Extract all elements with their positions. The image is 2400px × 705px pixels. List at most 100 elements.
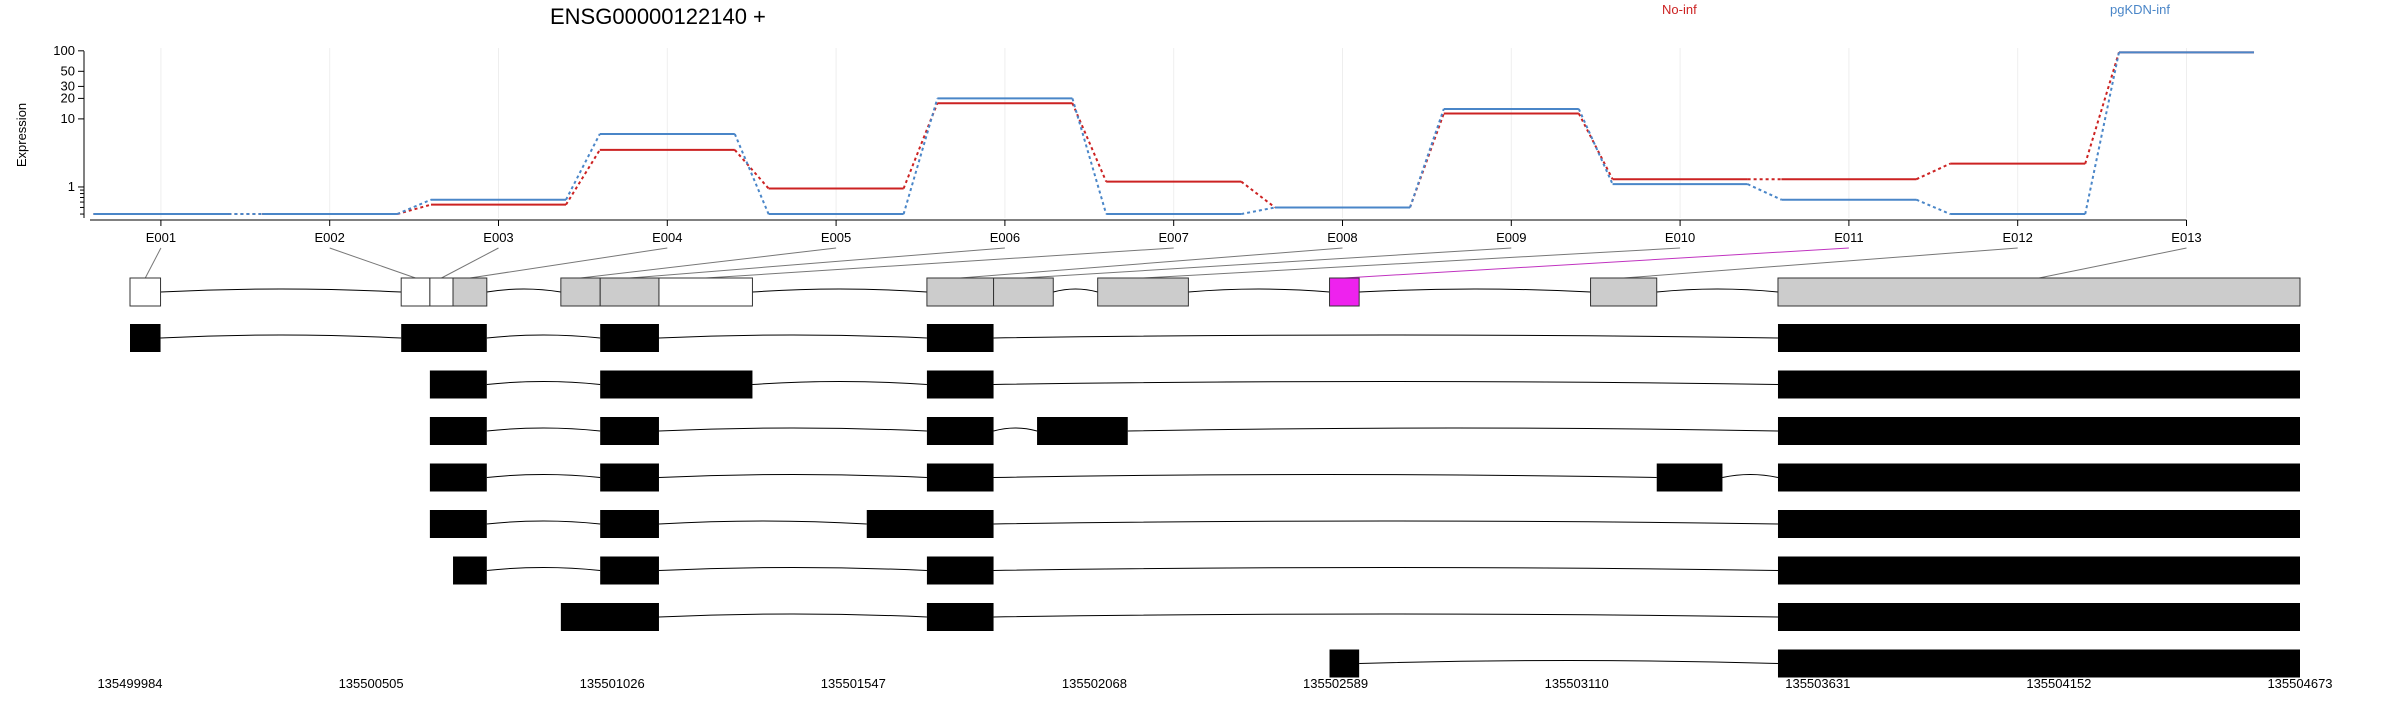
intron-line <box>1188 288 1330 293</box>
x-tick-label-e013: E013 <box>2171 230 2201 245</box>
intron-line <box>1359 288 1591 293</box>
exon-box-e013 <box>1777 277 2301 307</box>
connector <box>1071 102 1108 182</box>
connector <box>396 198 432 215</box>
connector <box>1915 162 1951 181</box>
legend-label-pgkdn-inf: pgKDN-inf <box>2110 2 2170 17</box>
connector <box>1409 108 1445 208</box>
transcript-6 <box>453 556 2300 585</box>
transcript-exon <box>926 463 994 492</box>
transcript-exon <box>1777 603 2300 631</box>
transcript-exon <box>1777 370 2300 399</box>
genomic-tick-label: 135502589 <box>1303 676 1368 691</box>
connector <box>565 149 601 206</box>
x-tick-label-e004: E004 <box>652 230 682 245</box>
transcript-7 <box>560 603 2300 631</box>
genomic-tick-label: 135499984 <box>97 676 162 691</box>
transcript-exon <box>429 510 487 538</box>
transcript-exon <box>926 370 994 399</box>
intron-line <box>486 427 601 432</box>
transcript-4 <box>429 463 2300 492</box>
connector <box>1240 180 1276 209</box>
intron-line <box>993 474 1657 478</box>
transcript-exon <box>926 556 994 585</box>
exon-link-e004 <box>469 247 668 279</box>
exon-box-e006 <box>599 277 660 307</box>
transcript-exon <box>1777 417 2300 445</box>
connector <box>1747 183 1782 201</box>
connector <box>1916 198 1951 215</box>
exon-box-e010 <box>1097 277 1189 307</box>
intron-line <box>160 334 402 339</box>
transcript-exon <box>1329 649 1360 678</box>
genomic-tick-label: 135503110 <box>1545 676 1609 691</box>
transcript-exon <box>1777 324 2300 352</box>
intron-line <box>160 288 402 293</box>
connector <box>733 133 770 215</box>
transcript-exon <box>453 556 487 585</box>
connector <box>1577 113 1614 180</box>
intron-line <box>993 520 1778 525</box>
exon-link-e005 <box>580 247 837 279</box>
transcript-8 <box>1329 649 2300 678</box>
genomic-tick-label: 135504673 <box>2267 676 2332 691</box>
exon-box-e011 <box>1329 277 1360 307</box>
x-tick-label-e007: E007 <box>1159 230 1189 245</box>
genomic-tick-label: 135503631 <box>1785 676 1850 691</box>
intron-line <box>993 567 1778 571</box>
transcript-exon <box>429 370 487 399</box>
intron-line <box>486 474 601 478</box>
transcript-exon <box>1777 649 2300 678</box>
x-tick-label-e010: E010 <box>1665 230 1695 245</box>
exon-link-e008 <box>960 247 1343 279</box>
transcript-exon <box>926 603 994 631</box>
x-tick-label-e002: E002 <box>315 230 345 245</box>
exon-box-e007 <box>658 277 753 307</box>
transcript-3 <box>429 417 2300 445</box>
transcript-exon <box>429 417 487 445</box>
transcript-exon <box>1777 463 2300 492</box>
exon-link-e006 <box>629 247 1005 279</box>
x-tick-label-e012: E012 <box>2003 230 2033 245</box>
exon-box-e009 <box>993 277 1054 307</box>
y-axis-label: Expression <box>14 103 29 167</box>
transcript-exon <box>1777 510 2300 538</box>
series-pgkdn-inf <box>93 51 2255 216</box>
intron-line <box>658 520 867 525</box>
connector <box>1577 108 1614 185</box>
intron-line <box>993 613 1778 618</box>
connector <box>2084 52 2120 164</box>
transcript-exon <box>1656 463 1723 492</box>
intron-line <box>993 381 1778 385</box>
exon-link-e011 <box>1344 247 1849 279</box>
genomic-tick-label: 135501547 <box>821 676 886 691</box>
transcript-exon <box>866 510 994 538</box>
connector <box>2084 52 2120 215</box>
legend-label-no-inf: No-inf <box>1662 2 1697 17</box>
intron-line <box>658 427 927 432</box>
exon-box-e001 <box>129 277 162 307</box>
intron-line <box>658 613 927 618</box>
transcript-exon <box>600 463 659 492</box>
intron-line <box>658 567 927 571</box>
intron-line <box>658 474 927 478</box>
intron-line <box>752 381 927 385</box>
intron-line <box>1127 427 1778 432</box>
y-tick-label: 100 <box>53 43 75 58</box>
genomic-tick-label: 135500505 <box>339 676 404 691</box>
exon-box-e003 <box>429 277 454 307</box>
intron-line <box>1722 474 1779 478</box>
connector <box>1071 98 1108 215</box>
intron-line <box>1359 660 1778 664</box>
x-tick-label-e011: E011 <box>1834 230 1863 245</box>
connector <box>1241 206 1276 216</box>
y-tick-label: 20 <box>61 90 75 105</box>
transcript-exon <box>560 603 659 631</box>
exon-link-e009 <box>1023 247 1512 279</box>
transcript-exon <box>926 417 994 445</box>
exon-link-e003 <box>441 247 499 279</box>
chart-title: ENSG00000122140 + <box>550 4 766 29</box>
connector <box>734 149 770 190</box>
transcript-exon <box>600 510 659 538</box>
